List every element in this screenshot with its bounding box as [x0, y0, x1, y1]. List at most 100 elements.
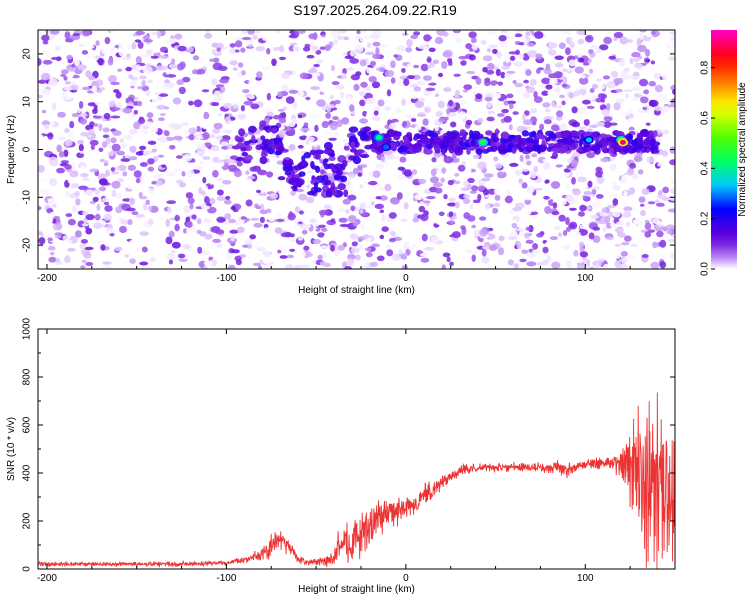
heatmap-cell: [260, 189, 265, 194]
heatmap-cell: [545, 179, 550, 184]
heatmap-cell: [216, 196, 227, 201]
heatmap-cell: [465, 249, 473, 254]
heatmap-cell: [488, 234, 496, 240]
heatmap-cell: [135, 64, 141, 69]
heatmap-cell: [38, 31, 43, 39]
heatmap-cell: [655, 93, 664, 99]
heatmap-cell: [669, 146, 675, 154]
heatmap-cell: [659, 261, 667, 269]
heatmap-cell: [259, 209, 269, 215]
heatmap-cell: [149, 247, 154, 251]
heatmap-cell: [529, 79, 537, 87]
heatmap-cell: [60, 160, 70, 164]
heatmap-cell: [54, 232, 63, 236]
heatmap-cell: [579, 77, 589, 85]
heatmap-cell: [442, 252, 451, 258]
heatmap-cell: [135, 214, 145, 218]
heatmap-cell: [359, 118, 368, 124]
heatmap-cell: [526, 216, 533, 222]
heatmap-cell: [119, 138, 124, 143]
heatmap-cell: [589, 68, 594, 74]
heatmap-cell: [330, 65, 336, 72]
heatmap-cell: [435, 86, 440, 93]
y-tick-label: 800: [22, 368, 33, 385]
heatmap-cell: [110, 115, 121, 119]
heatmap-cell: [576, 30, 586, 35]
heatmap-cell: [670, 252, 675, 260]
heatmap-cell: [632, 97, 641, 101]
heatmap-cell: [98, 123, 103, 132]
heatmap-cell: [151, 250, 161, 255]
heatmap-cell: [183, 127, 190, 136]
heatmap-cell: [602, 263, 611, 269]
heatmap-cell: [497, 247, 505, 256]
heatmap-cell: [541, 77, 551, 85]
heatmap-cell: [529, 100, 535, 108]
heatmap-cell: [379, 44, 388, 48]
heatmap-cell: [146, 79, 153, 84]
heatmap-cell: [217, 189, 224, 196]
heatmap-cell: [383, 50, 394, 54]
heatmap-cell: [226, 253, 233, 262]
heatmap-cell: [393, 72, 402, 77]
heatmap-cell: [528, 224, 534, 233]
heatmap-cell: [50, 265, 60, 269]
heatmap-cell: [586, 151, 596, 159]
heatmap-cell: [475, 258, 482, 267]
heatmap-cell: [227, 264, 236, 269]
heatmap-cell: [667, 238, 675, 243]
heatmap-cell: [523, 79, 529, 84]
heatmap-cell: [328, 156, 336, 162]
heatmap-cell: [573, 250, 579, 257]
heatmap-cell: [309, 218, 317, 224]
heatmap-cell: [542, 102, 551, 108]
heatmap-cell: [139, 145, 147, 150]
heatmap-cell: [102, 263, 112, 269]
heatmap-cell: [596, 78, 602, 82]
heatmap-cell: [447, 202, 457, 207]
heatmap-cell: [587, 180, 593, 188]
heatmap-cell: [224, 155, 230, 159]
heatmap-cell: [43, 241, 50, 249]
heatmap-cell: [559, 123, 568, 131]
heatmap-cell: [47, 245, 56, 251]
heatmap-cell: [494, 116, 499, 123]
heatmap-cell: [232, 67, 238, 71]
heatmap-cell: [471, 185, 479, 192]
heatmap-cell: [410, 93, 418, 100]
heatmap-cell: [223, 129, 232, 134]
heatmap-cell: [486, 48, 492, 53]
heatmap-cell: [142, 203, 148, 211]
heatmap-cell: [181, 171, 186, 177]
heatmap-cell: [157, 104, 167, 110]
heatmap-cell: [286, 254, 295, 259]
heatmap-cell: [321, 120, 329, 129]
heatmap-cell: [297, 114, 303, 119]
heatmap-cell: [185, 192, 194, 199]
heatmap-cell: [273, 47, 280, 51]
heatmap-cell: [137, 86, 143, 90]
heatmap-cell: [258, 191, 267, 197]
heatmap-cell: [117, 164, 127, 171]
heatmap-cell: [625, 221, 631, 227]
heatmap-cell: [330, 218, 336, 223]
heatmap-cell: [546, 214, 557, 222]
heatmap-cell: [379, 234, 385, 240]
y-tick-label: 1000: [22, 317, 33, 340]
y-tick-label: 200: [22, 512, 33, 529]
heatmap-cell: [486, 69, 495, 75]
heatmap-cell: [554, 86, 561, 94]
heatmap-cell: [557, 232, 563, 238]
heatmap-cell: [349, 233, 358, 240]
x-axis-label: Height of straight line (km): [298, 584, 415, 595]
heatmap-cell: [224, 199, 232, 205]
heatmap-cell: [520, 168, 530, 172]
heatmap-cell: [128, 112, 137, 121]
heatmap-cell: [515, 100, 522, 104]
heatmap-cell: [38, 225, 42, 230]
heatmap-cell: [318, 224, 326, 228]
heatmap-cell: [40, 188, 50, 195]
heatmap-cell: [307, 170, 314, 174]
